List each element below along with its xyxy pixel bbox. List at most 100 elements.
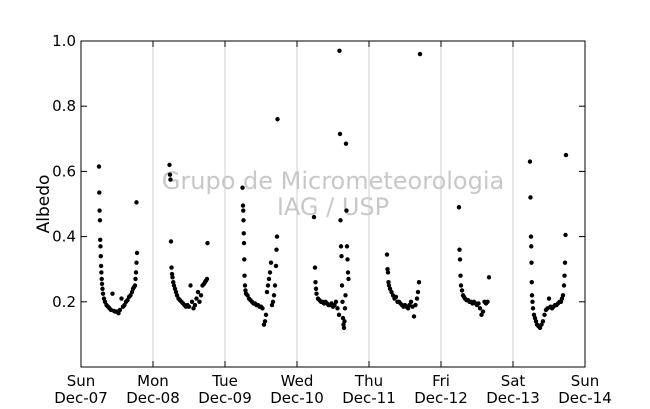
x-tick-label-day: Sun — [571, 372, 600, 390]
data-point — [561, 283, 567, 288]
data-point — [385, 267, 390, 272]
data-point — [119, 296, 124, 301]
data-point — [417, 51, 423, 57]
data-point — [240, 203, 246, 208]
data-point — [528, 234, 534, 239]
data-point — [345, 270, 351, 275]
data-point — [342, 319, 347, 324]
x-tick-label-day: Fri — [432, 372, 450, 390]
data-point — [100, 286, 105, 291]
data-point — [485, 299, 490, 304]
data-point — [168, 239, 174, 244]
data-point — [240, 185, 245, 190]
data-point — [169, 271, 175, 277]
data-point — [339, 283, 345, 288]
data-point — [133, 276, 138, 282]
data-point — [338, 218, 343, 223]
y-axis-title: Albedo — [34, 175, 54, 234]
data-point — [98, 263, 104, 269]
data-point — [272, 283, 278, 288]
data-point — [271, 293, 277, 298]
y-tick-label: 0.8 — [52, 97, 76, 115]
data-point — [344, 208, 349, 213]
data-point — [411, 314, 417, 319]
data-point — [260, 306, 265, 311]
data-point — [336, 312, 342, 318]
data-point — [97, 190, 102, 195]
data-point — [117, 307, 123, 313]
data-point — [345, 257, 350, 262]
x-tick-label-day: Thu — [354, 372, 383, 390]
data-point — [385, 270, 391, 275]
data-point — [393, 294, 399, 300]
data-point — [486, 275, 492, 280]
data-point — [98, 237, 103, 243]
y-tick-label: 1.0 — [52, 32, 76, 50]
data-point — [530, 306, 536, 311]
data-point — [264, 289, 270, 295]
data-point — [194, 296, 199, 301]
data-point — [346, 276, 351, 282]
data-point — [134, 200, 139, 205]
plot-frame — [80, 40, 586, 368]
data-point — [267, 270, 273, 275]
data-point — [266, 276, 272, 282]
data-point — [198, 293, 204, 298]
data-point — [456, 205, 462, 210]
data-point — [457, 257, 463, 262]
data-point — [192, 302, 198, 308]
y-tick-label: 0.6 — [52, 162, 76, 180]
data-point — [338, 244, 344, 249]
data-point — [243, 288, 248, 293]
data-point — [186, 304, 192, 309]
x-tick-label-day: Mon — [137, 372, 169, 390]
x-tick-label-date: Dec-14 — [558, 389, 612, 407]
data-points — [96, 48, 569, 331]
data-point — [167, 162, 172, 168]
data-point — [313, 286, 319, 291]
data-point — [529, 260, 534, 265]
data-point — [265, 283, 271, 288]
data-point — [333, 299, 339, 304]
data-point — [241, 218, 246, 223]
data-point — [414, 296, 420, 301]
data-point — [416, 280, 422, 285]
data-point — [458, 283, 464, 288]
data-point — [340, 299, 345, 304]
data-point — [560, 293, 566, 298]
data-point — [100, 291, 106, 296]
data-point — [337, 48, 342, 53]
data-point — [96, 164, 102, 169]
data-point — [529, 244, 534, 249]
watermark-line-2: IAG / USP — [277, 193, 389, 221]
data-point — [458, 273, 463, 278]
data-point — [563, 152, 569, 158]
data-point — [133, 270, 139, 275]
data-point — [188, 283, 193, 288]
data-point — [273, 263, 279, 269]
data-point — [529, 280, 534, 285]
data-point — [343, 141, 349, 146]
data-point — [337, 131, 343, 137]
data-point — [97, 218, 103, 223]
y-axis: 0.2 0.4 0.6 0.8 1.0 — [52, 32, 585, 311]
data-point — [241, 240, 247, 246]
data-point — [99, 270, 104, 275]
x-tick-label-day: Wed — [281, 372, 314, 390]
data-point — [169, 265, 174, 270]
data-point — [413, 302, 418, 308]
x-axis: SunDec-07MonDec-08TueDec-09WedDec-10ThuD… — [54, 41, 612, 407]
data-point — [167, 172, 173, 177]
data-point — [168, 177, 173, 182]
y-tick-label: 0.2 — [52, 293, 76, 311]
data-point — [204, 276, 210, 282]
data-point — [459, 288, 465, 293]
data-point — [275, 117, 280, 122]
x-tick-label-day: Tue — [211, 372, 238, 390]
data-point — [241, 231, 246, 236]
x-tick-label-date: Dec-10 — [270, 389, 324, 407]
data-point — [98, 244, 103, 249]
data-point — [342, 306, 348, 311]
x-tick-label-date: Dec-11 — [342, 389, 396, 407]
